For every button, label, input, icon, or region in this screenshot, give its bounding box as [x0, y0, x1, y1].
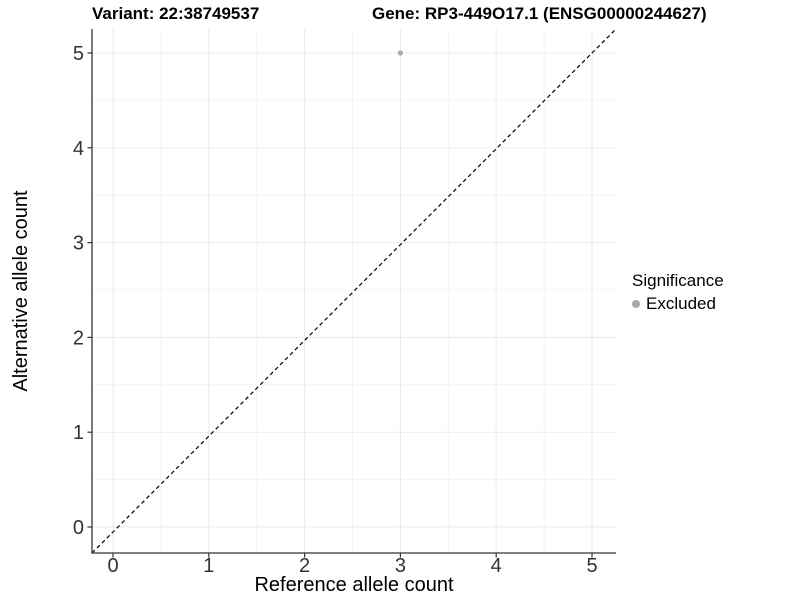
y-tick-label: 2	[73, 327, 84, 349]
x-tick-label: 3	[395, 555, 406, 577]
y-tick-label: 5	[73, 43, 84, 65]
gene-title: Gene: RP3-449O17.1 (ENSG00000244627)	[372, 4, 707, 23]
data-point	[397, 50, 403, 56]
y-tick-label: 1	[73, 422, 84, 444]
legend-item-label: Excluded	[646, 294, 716, 313]
y-tick-label: 0	[73, 517, 84, 539]
x-tick-label: 5	[586, 555, 597, 577]
x-axis-title: Reference allele count	[254, 574, 454, 596]
legend: Significance Excluded	[632, 270, 724, 314]
x-tick-label: 1	[203, 555, 214, 577]
identity-reference-line	[91, 28, 617, 554]
x-tick-label: 0	[107, 555, 118, 577]
x-tick-label: 2	[299, 555, 310, 577]
variant-title: Variant: 22:38749537	[92, 4, 260, 23]
y-tick-label: 4	[73, 138, 84, 160]
legend-point-icon	[632, 300, 640, 308]
legend-item-excluded: Excluded	[632, 294, 724, 314]
y-axis-title: Alternative allele count	[10, 190, 32, 392]
legend-title: Significance	[632, 271, 724, 290]
x-tick-label: 4	[491, 555, 502, 577]
y-tick-label: 3	[73, 233, 84, 255]
